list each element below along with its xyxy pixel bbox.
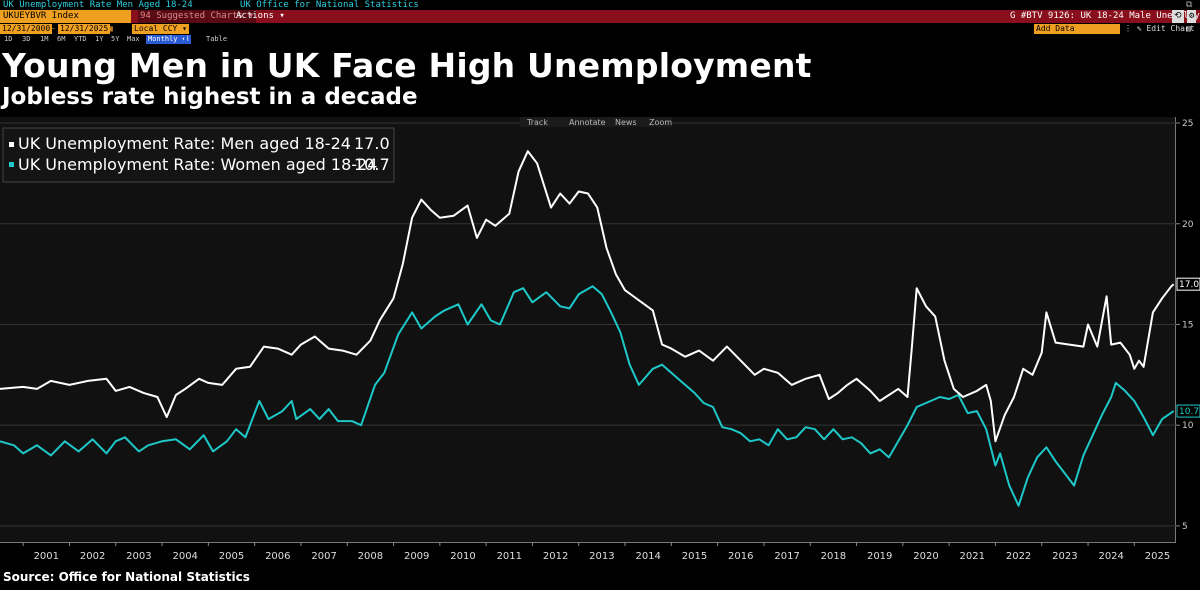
- legend: UK Unemployment Rate: Men aged 18-24 17.…: [2, 127, 395, 183]
- period-1m[interactable]: 1M: [40, 35, 49, 43]
- last-value-label: 17.0: [1179, 280, 1199, 290]
- x-tick-label: 2020: [913, 551, 938, 562]
- settings-icon[interactable]: ⚙: [1187, 10, 1197, 23]
- x-tick-label: 2004: [172, 551, 197, 562]
- x-tick-label: 2016: [728, 551, 753, 562]
- chart-controls: 12/31/2000 – 12/31/2025 ▦ Local CCY ▾ Ad…: [0, 24, 1200, 34]
- x-axis-background: [0, 542, 1176, 568]
- legend-swatch-women: [9, 162, 14, 167]
- x-tick-label: 2007: [311, 551, 336, 562]
- chart-title: Young Men in UK Face High Unemployment: [2, 46, 812, 85]
- legend-value-men: 17.0: [354, 134, 390, 153]
- tab-security-name[interactable]: UK Unemployment Rate Men Aged 18-24: [3, 0, 193, 10]
- currency-label: Local CCY: [134, 24, 178, 33]
- period-max[interactable]: Max: [127, 35, 140, 43]
- period-3d[interactable]: 3D: [22, 35, 31, 43]
- command-bar: UKUEYBVR Index 94 Suggested Charts ▾ Act…: [0, 10, 1200, 23]
- frequency-label: Monthly: [148, 35, 178, 43]
- x-tick-label: 2022: [1006, 551, 1031, 562]
- line-chart[interactable]: 2001 2002 2003 2004 2005 2006 2007 2008 2009 2010…: [0, 117, 1200, 568]
- x-tick-label: 2012: [543, 551, 568, 562]
- last-value-label: 10.7: [1179, 407, 1199, 417]
- x-tick-label: 2006: [265, 551, 290, 562]
- track-button[interactable]: Track: [526, 118, 548, 127]
- zoom-button[interactable]: Zoom: [649, 118, 672, 127]
- period-1y[interactable]: 1Y: [95, 35, 104, 43]
- period-1d[interactable]: 1D: [4, 35, 13, 43]
- tab-source-name[interactable]: UK Office for National Statistics: [240, 0, 419, 10]
- x-tick-label: 2010: [450, 551, 475, 562]
- suggested-charts-button[interactable]: 94 Suggested Charts ▾: [138, 10, 256, 23]
- plot-background: [0, 117, 1176, 542]
- legend-box: [2, 127, 395, 183]
- legend-swatch-men: [9, 142, 14, 147]
- period-5y[interactable]: 5Y: [111, 35, 120, 43]
- chart-subtitle: Jobless rate highest in a decade: [2, 84, 418, 110]
- x-tick-label: 2025: [1145, 551, 1170, 562]
- chart-type-icon[interactable]: ⌇: [184, 35, 192, 44]
- source-note: Source: Office for National Statistics: [3, 570, 250, 584]
- x-tick-label: 2013: [589, 551, 614, 562]
- y-tick-label: 20: [1182, 220, 1194, 230]
- ticker-field[interactable]: UKUEYBVR Index: [0, 10, 131, 23]
- x-tick-label: 2019: [867, 551, 892, 562]
- chart-id-label: G #BTV 9126: UK 18-24 Male Unemploy: [1010, 11, 1200, 21]
- table-button[interactable]: Table: [206, 35, 228, 43]
- chart-toolbar-bg: [520, 117, 672, 127]
- news-button[interactable]: News: [615, 118, 637, 127]
- period-selector: 1D 3D 1M 6M YTD 1Y 5Y Max Monthly ▾ ⌇ Ta…: [0, 35, 1200, 44]
- last-value-box: [1176, 404, 1200, 418]
- x-tick-label: 2002: [80, 551, 105, 562]
- x-tick-label: 2018: [821, 551, 846, 562]
- end-date-field[interactable]: 12/31/2025: [58, 24, 111, 34]
- terminal-tab-bar: UK Unemployment Rate Men Aged 18-24 UK O…: [0, 0, 1200, 10]
- legend-label-women: UK Unemployment Rate: Women aged 18-24: [18, 155, 377, 174]
- y-tick-label: 25: [1182, 119, 1193, 129]
- frequency-select[interactable]: Monthly ▾: [146, 35, 188, 44]
- legend-value-women: 10.7: [354, 155, 390, 174]
- x-tick-label: 2008: [358, 551, 383, 562]
- edit-chart-label: Edit Chart: [1146, 24, 1195, 33]
- x-tick-label: 2001: [34, 551, 59, 562]
- date-separator: –: [50, 24, 55, 33]
- x-tick-label: 2023: [1052, 551, 1077, 562]
- chart-options-icon[interactable]: ▤: [1186, 24, 1191, 33]
- x-tick-label: 2015: [682, 551, 707, 562]
- x-tick-label: 2017: [774, 551, 799, 562]
- legend-label-men: UK Unemployment Rate: Men aged 18-24: [18, 134, 351, 153]
- x-axis-ticks: 2001 2002 2003 2004 2005 2006 2007 2008 2009 2010…: [22, 542, 1170, 562]
- start-date-field[interactable]: 12/31/2000: [0, 24, 53, 34]
- y-tick-label: 15: [1182, 320, 1193, 330]
- x-tick-label: 2014: [635, 551, 660, 562]
- window-restore-icon[interactable]: ⧉: [1186, 0, 1193, 10]
- x-tick-label: 2011: [497, 551, 522, 562]
- period-ytd[interactable]: YTD: [74, 35, 87, 43]
- x-tick-label: 2009: [404, 551, 429, 562]
- last-value-box: [1176, 277, 1200, 291]
- currency-select[interactable]: Local CCY ▾: [132, 24, 189, 34]
- x-tick-label: 2024: [1098, 551, 1123, 562]
- y-tick-label: 5: [1182, 522, 1188, 532]
- chart-toolbar: Track Annotate News Zoom: [520, 117, 672, 127]
- x-tick-label: 2021: [960, 551, 985, 562]
- men-series-line: [0, 150, 1175, 443]
- actions-menu-button[interactable]: Actions ▾: [236, 11, 285, 21]
- y-axis-background: [1176, 117, 1200, 568]
- actions-label: Actions: [236, 11, 274, 21]
- x-tick-label: 2005: [219, 551, 244, 562]
- last-value-tags: 17.0 10.7: [1176, 277, 1200, 418]
- y-tick-label: 10: [1182, 421, 1194, 431]
- suggested-charts-label: 94 Suggested Charts: [140, 11, 243, 21]
- back-icon[interactable]: ⟲: [1172, 10, 1184, 23]
- x-tick-label: 2003: [126, 551, 151, 562]
- women-series-line: [0, 285, 1175, 507]
- annotate-button[interactable]: Annotate: [569, 118, 606, 127]
- y-axis-ticks: 5 10 15 20 25: [1176, 119, 1194, 532]
- calendar-icon[interactable]: ▦: [108, 24, 113, 33]
- series-lines: [0, 150, 1175, 507]
- period-6m[interactable]: 6M: [57, 35, 66, 43]
- add-data-button[interactable]: Add Data: [1034, 24, 1120, 34]
